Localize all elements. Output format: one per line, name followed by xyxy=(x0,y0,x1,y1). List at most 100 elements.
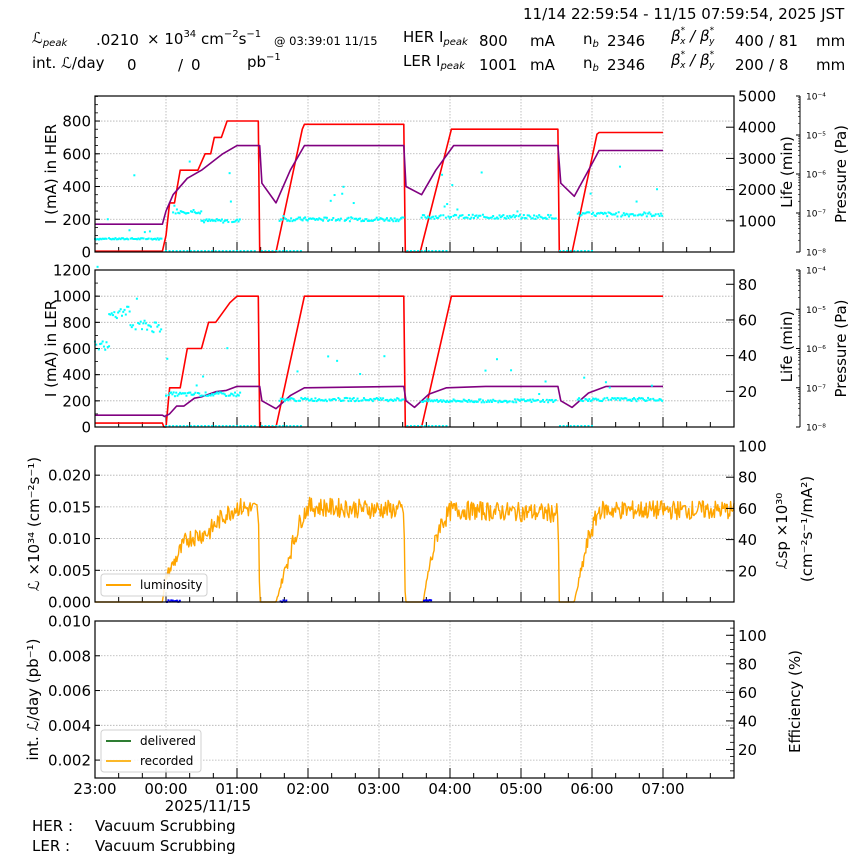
her-label-sub: peak xyxy=(443,37,468,48)
series-lifetime xyxy=(95,144,663,225)
y-tick-label: 0 xyxy=(81,419,91,437)
x-tick-label: 01:00 xyxy=(215,780,258,798)
her-ipeak-unit: mA xyxy=(530,32,555,50)
series-lifetime xyxy=(95,385,663,418)
pressure-tick-label: 10⁻⁴ xyxy=(806,93,826,103)
series-pressure_scatter xyxy=(94,160,664,252)
ler-ipeak-unit: mA xyxy=(530,56,555,74)
y-axis-title: I (mA) in LER xyxy=(42,300,60,397)
y-tick-label: 0.020 xyxy=(48,467,91,485)
legend-item-recorded: recorded xyxy=(140,754,193,768)
plot-frame xyxy=(94,95,735,253)
specific-lumi-point xyxy=(423,599,426,602)
specific-lumi-point xyxy=(175,599,178,602)
y-tick-label: 600 xyxy=(62,145,91,163)
unit-cm-exp: −2 xyxy=(223,29,239,40)
panel-ler xyxy=(94,174,801,428)
her-beta-y: / 81 xyxy=(769,32,798,50)
pressure-tick-label: 10⁻⁷ xyxy=(806,210,826,220)
y2-tick-label: 20 xyxy=(738,383,757,401)
x-tick-label: 00:00 xyxy=(144,780,187,798)
y2-tick-label: 3000 xyxy=(738,150,776,168)
y-tick-label: 200 xyxy=(62,211,91,229)
specific-lumi-point xyxy=(170,599,173,602)
y2-tick-label: 40 xyxy=(738,347,757,365)
pressure-axis-title: Pressure (Pa) xyxy=(832,125,850,223)
unit-s-exp: −1 xyxy=(246,29,262,40)
int-lumi-unit: pb−1 xyxy=(247,52,281,71)
y2-tick-label: 40 xyxy=(738,531,757,549)
legend-item-luminosity: luminosity xyxy=(140,578,202,592)
x-tick-label: 02:00 xyxy=(286,780,329,798)
y-tick-label: 200 xyxy=(62,392,91,410)
pressure-tick-label: 10⁻⁵ xyxy=(806,306,826,316)
panel-her xyxy=(94,95,801,253)
y-tick-label: 0.015 xyxy=(48,498,91,516)
y2-axis-title: ℒsp ×10³⁰ xyxy=(773,493,791,570)
x-tick-label: 03:00 xyxy=(357,780,400,798)
ler-status-value: Vacuum Scrubbing xyxy=(95,837,236,855)
y-tick-label: 0.005 xyxy=(48,562,91,580)
nb-n: n xyxy=(583,54,593,72)
pressure-axis xyxy=(796,269,801,428)
y2-tick-label: 80 xyxy=(738,655,757,673)
ler-nb-label: nb xyxy=(583,54,599,74)
y2-axis-title: Efficiency (%) xyxy=(786,650,804,753)
ler-nb-value: 2346 xyxy=(607,56,646,74)
her-beta-label: β*x / β*y xyxy=(671,26,715,47)
specific-lumi-point xyxy=(430,599,433,602)
ler-label-sub: peak xyxy=(440,61,465,72)
unit-exp: 34 xyxy=(183,29,197,40)
her-status-value: Vacuum Scrubbing xyxy=(95,817,236,835)
ler-beta-label: β*x / β*y xyxy=(671,50,715,71)
y2-axis-title: Life (min) xyxy=(778,311,796,383)
specific-lumi-point xyxy=(178,599,181,602)
y2-tick-label: 80 xyxy=(738,469,757,487)
her-ipeak-label: HER Ipeak xyxy=(403,28,468,48)
nb-n: n xyxy=(583,30,593,48)
pressure-axis-title: Pressure (Pa) xyxy=(832,299,850,397)
series-pressure_scatter xyxy=(94,174,664,427)
y-tick-label: 0.000 xyxy=(48,594,91,612)
y2-tick-label: 1000 xyxy=(738,212,776,230)
unit-pb: pb xyxy=(247,53,267,71)
unit-pb-exp: −1 xyxy=(266,52,281,63)
ler-beta-y: / 8 xyxy=(769,56,789,74)
specific-lumi-point xyxy=(174,600,177,603)
plot-frame xyxy=(94,269,735,428)
unit-s: s xyxy=(238,30,247,48)
pressure-tick-label: 10⁻⁸ xyxy=(806,249,826,259)
specific-lumi-point xyxy=(173,600,176,603)
y2-tick-label: 4000 xyxy=(738,119,776,137)
specific-lumi-point xyxy=(425,599,428,602)
pressure-tick-label: 10⁻⁶ xyxy=(806,171,826,181)
her-nb-label: nb xyxy=(583,30,599,50)
y2-tick-label: 60 xyxy=(738,311,757,329)
y2-axis-title: Life (min) xyxy=(778,136,796,208)
y-tick-label: 0.006 xyxy=(48,682,91,700)
unit-times-ten: × 10 xyxy=(147,30,184,48)
y-tick-label: 400 xyxy=(62,366,91,384)
her-status-label: HER : xyxy=(32,817,74,835)
x-axis-date: 2025/11/15 xyxy=(165,797,251,815)
plot-frame xyxy=(94,445,735,603)
y2-tick-label: 40 xyxy=(738,712,757,730)
y-tick-label: 1000 xyxy=(53,288,91,306)
her-beta-x: 400 xyxy=(735,32,764,50)
specific-lumi-point xyxy=(428,599,431,602)
nb-sub: b xyxy=(592,39,599,50)
lumi-peak-label: ℒpeak xyxy=(32,29,67,49)
specific-lumi-point xyxy=(167,599,170,602)
y-tick-label: 400 xyxy=(62,178,91,196)
legend xyxy=(100,729,202,773)
pressure-tick-label: 10⁻⁸ xyxy=(806,424,826,434)
ler-beta-unit: mm xyxy=(816,56,846,74)
y2-tick-label: 100 xyxy=(738,627,767,645)
pressure-tick-label: 10⁻⁴ xyxy=(806,267,826,277)
y-tick-label: 800 xyxy=(62,113,91,131)
time-range: 11/14 22:59:54 - 11/15 07:59:54, 2025 JS… xyxy=(523,5,845,23)
y-tick-label: 1200 xyxy=(53,262,91,280)
ler-ipeak-value: 1001 xyxy=(479,56,518,74)
her-ipeak-value: 800 xyxy=(479,32,508,50)
